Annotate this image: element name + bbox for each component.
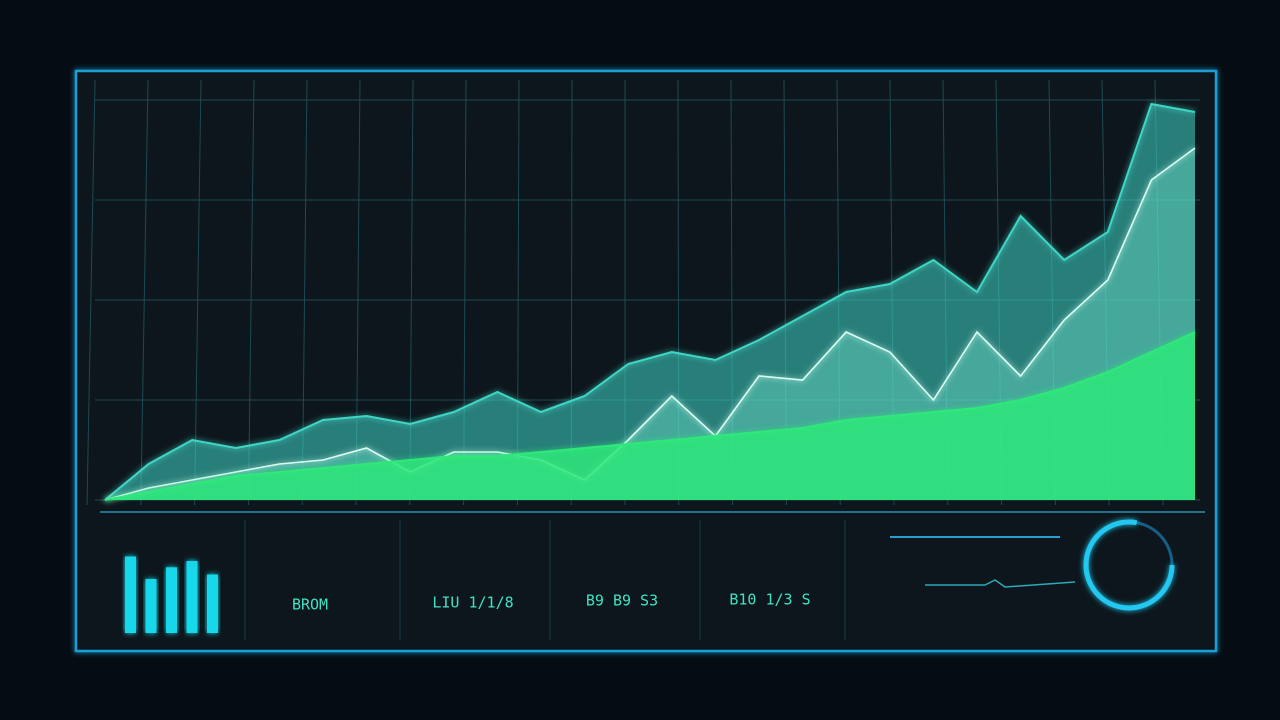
panel-value: B10 1/3 S xyxy=(729,591,810,609)
area-line xyxy=(104,147,1196,501)
area-fill xyxy=(105,332,1195,500)
vertical-grid-line xyxy=(247,79,255,506)
sparkline xyxy=(925,579,1076,588)
panel-value: BROM xyxy=(292,596,328,614)
vertical-grid-line xyxy=(86,79,96,506)
bar xyxy=(207,574,218,633)
bar xyxy=(145,579,157,633)
area-line xyxy=(104,331,1196,501)
bar xyxy=(166,567,177,633)
gauge-ring xyxy=(1083,519,1175,611)
area-line xyxy=(104,102,1196,501)
bar xyxy=(125,556,136,633)
right-panel xyxy=(890,519,1175,611)
vertical-grid-line xyxy=(194,79,202,506)
vertical-grid-line xyxy=(140,79,149,506)
bottom-panels xyxy=(244,520,846,640)
area-fill xyxy=(105,104,1195,500)
panel-value: B9 B9 S3 xyxy=(586,592,658,610)
mini-bar-chart xyxy=(125,556,218,633)
bar xyxy=(186,561,198,633)
panel-value: LIU 1/1/8 xyxy=(432,594,513,612)
area-chart xyxy=(95,99,1200,501)
